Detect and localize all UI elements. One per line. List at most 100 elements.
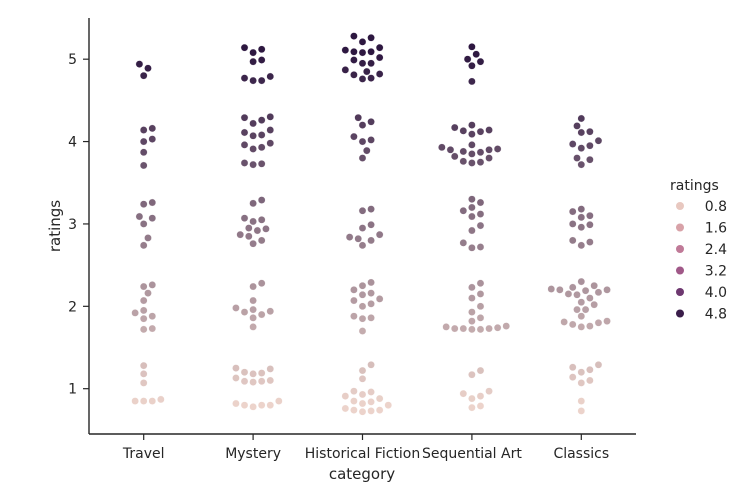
data-point [367,33,375,42]
data-point [266,126,275,134]
data-point [240,377,249,386]
data-point [139,361,148,370]
data-point [581,286,590,295]
data-point [476,290,485,298]
legend-marker [676,288,684,296]
data-point [358,366,367,375]
data-point [345,233,354,241]
data-point [245,232,253,241]
data-point [266,113,275,121]
data-points [131,32,611,416]
data-point [568,363,577,372]
data-point [240,128,249,137]
y-axis-label: ratings [46,200,64,252]
data-point [249,217,257,226]
data-point [249,378,257,386]
data-point [476,243,485,251]
data-point [367,59,375,68]
data-point [240,214,249,222]
data-point [586,294,594,302]
data-point [485,324,493,333]
data-point [249,296,257,305]
data-point [266,376,275,385]
data-point [232,374,240,382]
data-point [485,126,493,134]
data-point [568,140,577,148]
data-point [564,290,573,298]
data-point [468,370,476,379]
data-point [240,368,249,377]
data-point [358,137,367,146]
legend-label: 4.0 [705,285,727,301]
data-point [266,365,275,373]
data-point [586,141,594,150]
data-point [568,373,577,381]
data-point [135,212,144,221]
data-point [358,407,367,416]
data-point [568,283,577,292]
data-point [476,366,485,375]
data-point [257,236,266,245]
legend-marker [676,266,684,275]
data-point [468,283,476,292]
data-point [249,48,257,57]
data-point [144,234,152,242]
data-point [468,226,476,235]
legend-title: ratings [670,178,719,194]
data-point [257,116,266,124]
y-tick-label: 4 [68,135,77,151]
data-point [577,379,586,387]
data-point [367,407,375,415]
data-point [275,397,283,405]
data-point [249,119,257,128]
data-point [577,241,586,250]
data-point [358,399,367,408]
data-point [249,305,257,314]
data-point [257,131,266,139]
data-point [358,314,367,323]
data-point [476,210,485,218]
data-point [148,324,157,333]
data-point [350,286,358,294]
data-point [240,43,249,52]
data-point [240,74,249,82]
data-point [358,327,367,335]
data-point [560,318,568,326]
data-point [459,206,468,215]
x-tick-label: Mystery [225,446,281,462]
data-point [502,322,511,330]
data-point [257,279,266,288]
data-point [139,220,148,228]
data-point [249,239,257,248]
data-point [459,239,468,247]
data-point [568,236,577,245]
data-point [476,325,485,334]
data-point [468,141,476,149]
data-point [358,154,367,162]
data-point [257,56,266,64]
data-point [257,160,266,168]
data-point [131,397,139,405]
data-point [139,241,148,250]
data-point [350,47,358,56]
data-point [586,376,594,385]
data-point [468,325,476,334]
data-point [468,308,476,316]
data-point [240,308,249,316]
data-point [577,128,586,137]
data-point [586,127,594,136]
data-point [556,286,564,294]
data-point [139,314,148,323]
data-point [577,298,586,306]
data-point [375,406,384,414]
data-point [139,379,148,387]
data-point [232,304,240,312]
data-point [266,72,275,81]
legend-label: 3.2 [705,264,727,280]
data-point [586,365,594,374]
data-point [384,401,393,409]
data-point [468,61,476,70]
data-point [253,226,262,235]
data-point [358,241,367,250]
